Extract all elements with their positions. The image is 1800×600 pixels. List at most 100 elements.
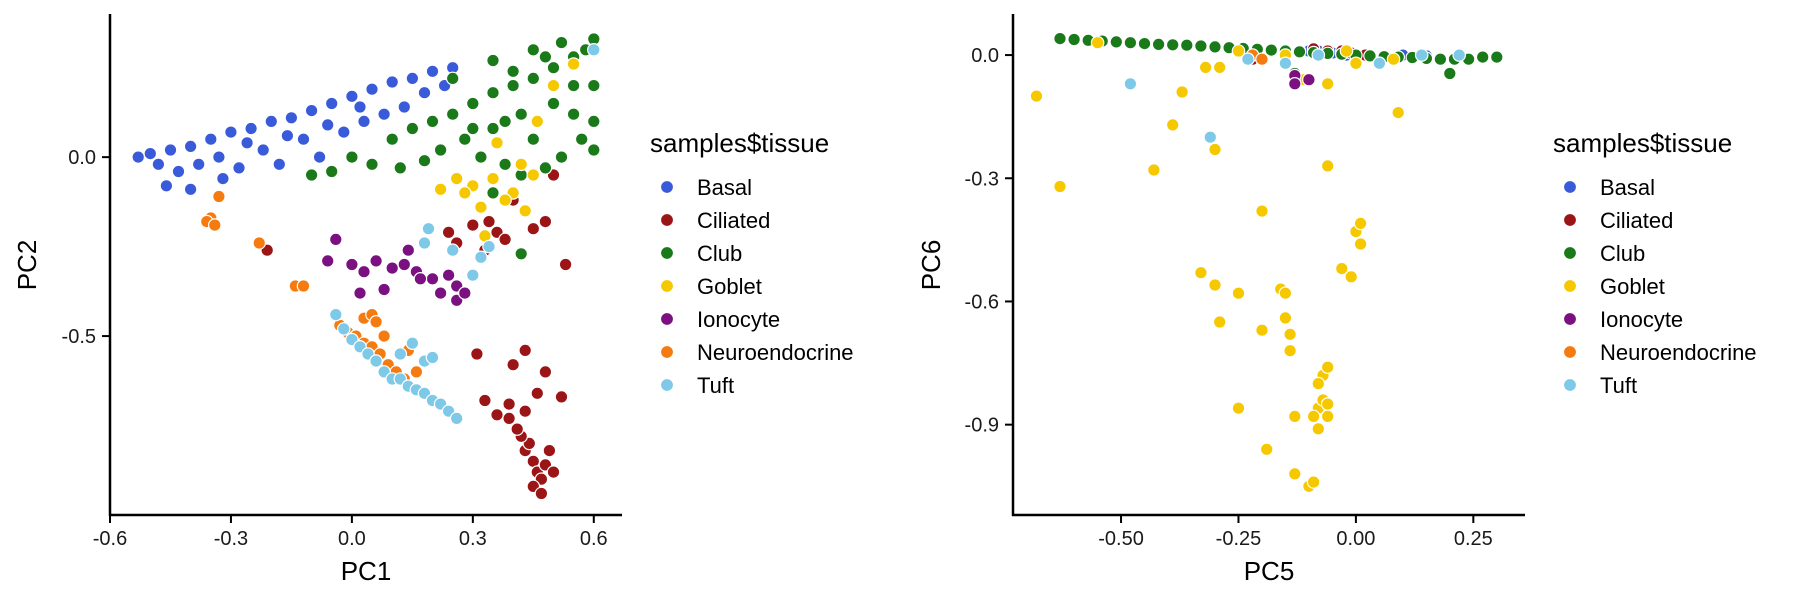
point-club-22: [1363, 49, 1377, 63]
point-club-15: [554, 150, 569, 164]
y-tick-label: -0.9: [965, 415, 999, 437]
point-goblet-13: [518, 204, 532, 218]
legend-item-tuft: Tuft: [659, 373, 734, 398]
x-axis-ticks: -0.6 -0.3 0.0 0.3 0.6: [93, 515, 608, 550]
point-goblet-0: [1029, 89, 1044, 103]
point-basal-2: [151, 157, 166, 172]
point-tuft-0: [328, 307, 343, 322]
x-tick-label: 0.25: [1454, 528, 1493, 550]
y-tick-label: -0.3: [965, 168, 999, 190]
point-club-5: [1123, 35, 1138, 50]
point-basal-32: [159, 179, 174, 193]
point-club-24: [365, 157, 379, 172]
point-tuft-20: [445, 243, 460, 257]
point-neuroendocrine-3: [212, 189, 226, 204]
point-goblet-7: [1212, 60, 1227, 75]
legend-key-ionocyte: [659, 311, 675, 327]
point-basal-19: [324, 96, 339, 111]
x-axis-title: PC5: [1244, 556, 1295, 586]
point-club-18: [498, 157, 512, 172]
point-ionocyte-3: [369, 254, 383, 268]
point-ciliated-19: [554, 390, 569, 404]
legend-items: Basal Ciliated Club Goblet Ionocyte Neuroendo…: [1562, 175, 1757, 398]
point-goblet-14: [433, 182, 448, 197]
point-basal-17: [304, 103, 319, 118]
point-goblet-7: [514, 157, 528, 172]
point-goblet-4: [1175, 85, 1189, 99]
point-basal-37: [320, 118, 335, 132]
legend-label-ionocyte: Ionocyte: [1600, 307, 1683, 332]
legend-label-tuft: Tuft: [697, 373, 734, 398]
point-club-19: [474, 150, 488, 164]
y-axis-title: PC6: [916, 240, 946, 291]
point-tuft-6: [1452, 48, 1466, 62]
point-club-26: [324, 164, 339, 179]
point-club-8: [1165, 37, 1180, 52]
point-club-34: [465, 121, 480, 136]
point-club-31: [1490, 50, 1504, 64]
point-tuft-2: [1241, 52, 1255, 66]
point-club-39: [506, 64, 520, 79]
point-basal-15: [284, 111, 299, 125]
point-ciliated-10: [546, 465, 561, 479]
point-club-7: [526, 71, 541, 86]
point-basal-27: [405, 71, 420, 86]
point-basal-20: [336, 125, 351, 139]
point-ciliated-18: [538, 365, 553, 379]
x-tick-label: -0.25: [1216, 528, 1262, 550]
legend-label-basal: Basal: [697, 175, 752, 200]
point-club-17: [1292, 44, 1307, 59]
point-goblet-10: [490, 136, 504, 150]
legend-label-neuroendocrine: Neuroendocrine: [1600, 340, 1757, 365]
point-basal-35: [240, 136, 254, 150]
point-club-10: [1194, 39, 1208, 53]
point-ciliated-23: [482, 214, 496, 229]
legend-item-ionocyte: Ionocyte: [659, 307, 780, 332]
x-axis-title: PC1: [341, 556, 392, 586]
point-tuft-17: [425, 350, 440, 365]
point-club-33: [498, 114, 512, 129]
point-neuroendocrine-1: [1255, 52, 1269, 66]
point-goblet-31: [1320, 409, 1335, 424]
point-tuft-15: [449, 411, 464, 426]
point-ciliated-25: [498, 232, 512, 247]
point-goblet-39: [1353, 216, 1368, 231]
point-tuft-25: [586, 42, 601, 57]
legend-item-basal: Basal: [1562, 175, 1655, 200]
scatter-points-pc5-pc6: [1029, 31, 1504, 494]
point-basal-21: [345, 89, 359, 104]
point-ciliated-17: [518, 343, 532, 358]
point-club-37: [526, 42, 541, 57]
x-tick-label: -0.50: [1098, 528, 1144, 550]
point-goblet-38: [1353, 237, 1368, 251]
point-basal-38: [353, 100, 367, 114]
point-basal-3: [163, 143, 178, 157]
point-basal-26: [397, 100, 412, 114]
legend-label-tuft: Tuft: [1600, 373, 1637, 398]
point-club-30: [546, 96, 561, 111]
point-basal-22: [357, 114, 371, 129]
point-goblet-9: [566, 57, 581, 71]
point-club-7: [1151, 37, 1166, 52]
point-goblet-2: [1147, 163, 1161, 177]
panel-right: -0.50 -0.25 0.00 0.25 0.0 -0.3 -0.6 -0.9 PC5 P…: [916, 14, 1757, 586]
x-tick-label: -0.3: [214, 528, 248, 550]
point-tuft-5: [369, 354, 383, 368]
point-tuft-1: [336, 322, 351, 336]
legend-title: samples$tissue: [650, 128, 829, 158]
point-neuroendocrine-21: [409, 365, 424, 379]
point-ionocyte-8: [441, 268, 456, 282]
legend-key-basal: [1562, 179, 1578, 195]
point-goblet-5: [1198, 60, 1213, 75]
point-club-44: [538, 50, 553, 64]
legend-label-club: Club: [1600, 241, 1645, 266]
point-goblet-30: [1320, 397, 1335, 411]
point-goblet-42: [1349, 56, 1363, 71]
point-basal-5: [183, 139, 198, 154]
point-club-25: [345, 150, 359, 164]
point-tuft-4: [1372, 56, 1387, 71]
point-ciliated-21: [502, 397, 516, 411]
legend-item-goblet: Goblet: [1562, 274, 1665, 299]
point-ciliated-26: [526, 221, 541, 236]
point-club-0: [1053, 31, 1067, 46]
